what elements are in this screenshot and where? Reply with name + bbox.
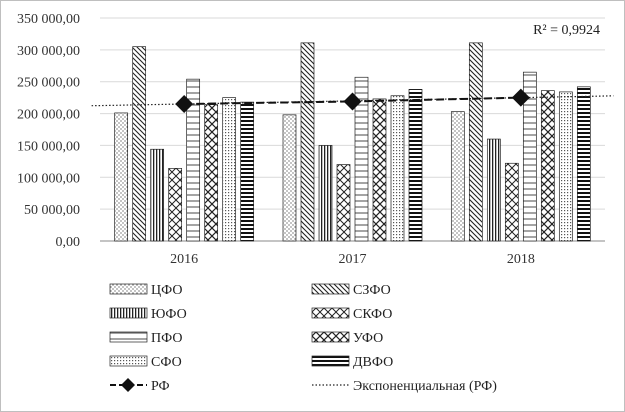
legend-label-ЦФО: ЦФО	[151, 283, 182, 298]
legend-label-ЮФО: ЮФО	[151, 307, 187, 322]
legend-swatch-СКФО	[311, 307, 350, 319]
x-tick-label: 2018	[507, 252, 535, 267]
bar-ЮФО-2018	[486, 138, 501, 242]
bar-СЗФО-2017	[300, 42, 315, 242]
bar-УФО-2017	[372, 98, 387, 242]
y-tick-label: 300 000,00	[17, 44, 80, 59]
legend-label-ПФО: ПФО	[151, 331, 182, 346]
bar-СФО-2018	[558, 91, 573, 242]
legend: ЦФО СЗФО ЮФО СКФО ПФО УФО СФО ДВФО РФ Экспоненциа…	[109, 283, 497, 394]
bar-СЗФО-2018	[468, 42, 483, 242]
legend-label-СФО: СФО	[151, 355, 182, 370]
legend-swatch-rf-marker	[121, 378, 135, 392]
legend-swatch-ЮФО	[109, 307, 148, 319]
bar-СКФО-2017	[336, 164, 351, 242]
x-axis-ticks: 2016 2017 2018	[170, 252, 535, 267]
legend-swatch-ДВФО	[311, 355, 350, 367]
bar-СКФО-2016	[168, 168, 183, 242]
bar-ПФО-2018	[522, 71, 537, 242]
gridlines	[100, 17, 605, 242]
x-tick-label: 2016	[170, 252, 198, 267]
rf-marker	[175, 95, 194, 114]
bar-СФО-2017	[390, 95, 405, 242]
y-tick-label: 250 000,00	[17, 76, 80, 91]
legend-label-СЗФО: СЗФО	[353, 283, 391, 298]
bar-ДВФО-2017	[408, 89, 423, 242]
bar-УФО-2018	[540, 90, 555, 242]
legend-swatch-УФО	[311, 331, 350, 343]
bar-ЮФО-2016	[150, 148, 165, 242]
rf-marker	[511, 88, 530, 107]
bar-ПФО-2016	[186, 78, 201, 242]
bar-ЦФО-2017	[282, 114, 297, 242]
bar-ПФО-2017	[354, 76, 369, 242]
bar-ЦФО-2016	[114, 112, 129, 242]
bar-УФО-2016	[204, 104, 219, 242]
bar-СФО-2016	[222, 97, 237, 242]
legend-swatch-СЗФО	[311, 283, 350, 295]
x-tick-label: 2017	[339, 252, 367, 267]
rf-marker	[343, 92, 362, 111]
bar-group	[114, 42, 591, 242]
y-tick-label: 350 000,00	[17, 12, 80, 27]
legend-swatch-ЦФО	[109, 283, 148, 295]
bar-ЮФО-2017	[318, 145, 333, 242]
bar-ДВФО-2018	[576, 86, 591, 242]
legend-label-trendline: Экспоненциальная (РФ)	[353, 379, 497, 394]
rf-line	[175, 88, 530, 114]
bar-СЗФО-2016	[132, 46, 147, 242]
legend-label-УФО: УФО	[353, 331, 383, 346]
bar-СКФО-2018	[504, 162, 519, 242]
y-tick-label: 150 000,00	[17, 139, 80, 154]
bar-ЦФО-2018	[450, 111, 465, 242]
legend-label-ДВФО: ДВФО	[353, 355, 393, 370]
r-squared-label: R² = 0,9924	[533, 23, 600, 38]
y-tick-label: 0,00	[56, 235, 81, 250]
legend-label-rf: РФ	[151, 379, 170, 394]
y-tick-label: 200 000,00	[17, 108, 80, 123]
bar-ДВФО-2016	[240, 101, 255, 242]
y-axis-ticks: 0,00 50 000,00 100 000,00 150 000,00 200 000…	[17, 12, 80, 250]
legend-label-СКФО: СКФО	[353, 307, 392, 322]
legend-swatch-СФО	[109, 355, 148, 367]
legend-swatch-ПФО	[109, 331, 148, 343]
y-tick-label: 100 000,00	[17, 171, 80, 186]
y-tick-label: 50 000,00	[24, 203, 80, 218]
